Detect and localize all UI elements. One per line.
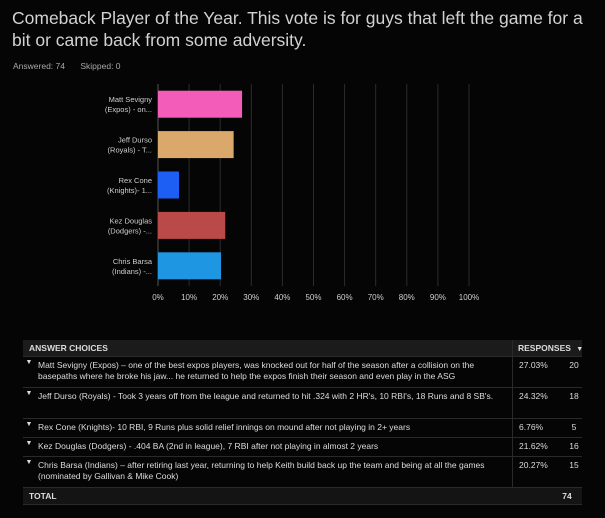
- answer-table: ANSWER CHOICES RESPONSES ▼ ▼ Matt Sevigny…: [23, 340, 583, 505]
- total-row: TOTAL 74: [23, 488, 582, 505]
- response-count: 5: [571, 422, 577, 432]
- response-percent: 24.32%: [512, 388, 559, 418]
- bar: [158, 131, 234, 159]
- table-row: ▼ Chris Barsa (Indians) – after retiring …: [23, 457, 582, 488]
- x-tick-label: 0%: [152, 293, 164, 302]
- header-answer-choices[interactable]: ANSWER CHOICES: [29, 342, 108, 353]
- table-row: ▼ Kez Douglas (Dodgers) - .404 BA (2nd in…: [23, 438, 582, 457]
- expand-triangle-icon[interactable]: ▼: [25, 421, 33, 428]
- response-percent: 20.27%: [512, 457, 559, 487]
- expand-triangle-icon[interactable]: ▼: [25, 390, 33, 397]
- table-row: ▼ Rex Cone (Knights)- 10 RBI, 9 Runs plus…: [23, 419, 582, 438]
- x-tick-label: 30%: [243, 293, 259, 302]
- answer-choice-text: Jeff Durso (Royals) - Took 3 years off f…: [38, 391, 494, 401]
- response-count: 16: [569, 441, 579, 451]
- table-row: ▼ Jeff Durso (Royals) - Took 3 years off …: [23, 388, 582, 419]
- bar: [158, 90, 243, 118]
- response-count: 20: [569, 360, 579, 370]
- answer-choice-text: Matt Sevigny (Expos) – one of the best e…: [38, 360, 475, 381]
- category-label: Rex Cone (Knights)- 1...: [107, 176, 152, 195]
- category-label: Jeff Durso (Royals) - T...: [108, 136, 152, 155]
- skipped-count: Skipped: 0: [80, 61, 121, 71]
- x-tick-label: 50%: [305, 293, 321, 302]
- expand-triangle-icon[interactable]: ▼: [25, 459, 33, 466]
- response-percent: 21.62%: [512, 438, 559, 456]
- x-tick-label: 100%: [459, 293, 479, 302]
- x-tick-label: 70%: [368, 293, 384, 302]
- category-label: Matt Sevigny (Expos) - on...: [105, 95, 152, 114]
- x-tick-label: 80%: [399, 293, 415, 302]
- response-count: 18: [569, 391, 579, 401]
- x-tick-label: 60%: [337, 293, 353, 302]
- bar: [158, 171, 180, 199]
- table-row: ▼ Matt Sevigny (Expos) – one of the best …: [23, 357, 582, 388]
- category-label: Kez Douglas (Dodgers) -...: [108, 216, 152, 235]
- bar: [158, 211, 226, 239]
- answer-choice-text: Rex Cone (Knights)- 10 RBI, 9 Runs plus …: [38, 422, 411, 432]
- response-count: 15: [569, 460, 579, 470]
- category-label: Chris Barsa (Indians) -...: [112, 257, 153, 276]
- x-tick-label: 20%: [212, 293, 228, 302]
- total-count: 74: [562, 491, 572, 501]
- x-tick-label: 40%: [274, 293, 290, 302]
- header-responses[interactable]: RESPONSES ▼: [512, 340, 588, 356]
- bar-chart: 0% 10% 20% 30% 40% 50% 60% 70% 80% 90% 100% Matt Se…: [105, 84, 479, 302]
- response-meta: Answered: 74 Skipped: 0: [13, 61, 134, 71]
- sort-down-icon: ▼: [576, 346, 584, 353]
- x-tick-label: 10%: [181, 293, 197, 302]
- answer-choice-text: Chris Barsa (Indians) – after retiring l…: [38, 460, 485, 481]
- x-tick-label: 90%: [430, 293, 446, 302]
- answer-choice-text: Kez Douglas (Dodgers) - .404 BA (2nd in …: [38, 441, 379, 451]
- response-percent: 6.76%: [512, 419, 559, 437]
- expand-triangle-icon[interactable]: ▼: [25, 359, 33, 366]
- expand-triangle-icon[interactable]: ▼: [25, 440, 33, 447]
- table-header: ANSWER CHOICES RESPONSES ▼: [23, 340, 583, 357]
- response-percent: 27.03%: [512, 357, 559, 387]
- answered-count: Answered: 74: [13, 61, 65, 71]
- bar: [158, 252, 222, 280]
- question-title: Comeback Player of the Year. This vote i…: [12, 8, 583, 50]
- total-label: TOTAL: [29, 490, 57, 501]
